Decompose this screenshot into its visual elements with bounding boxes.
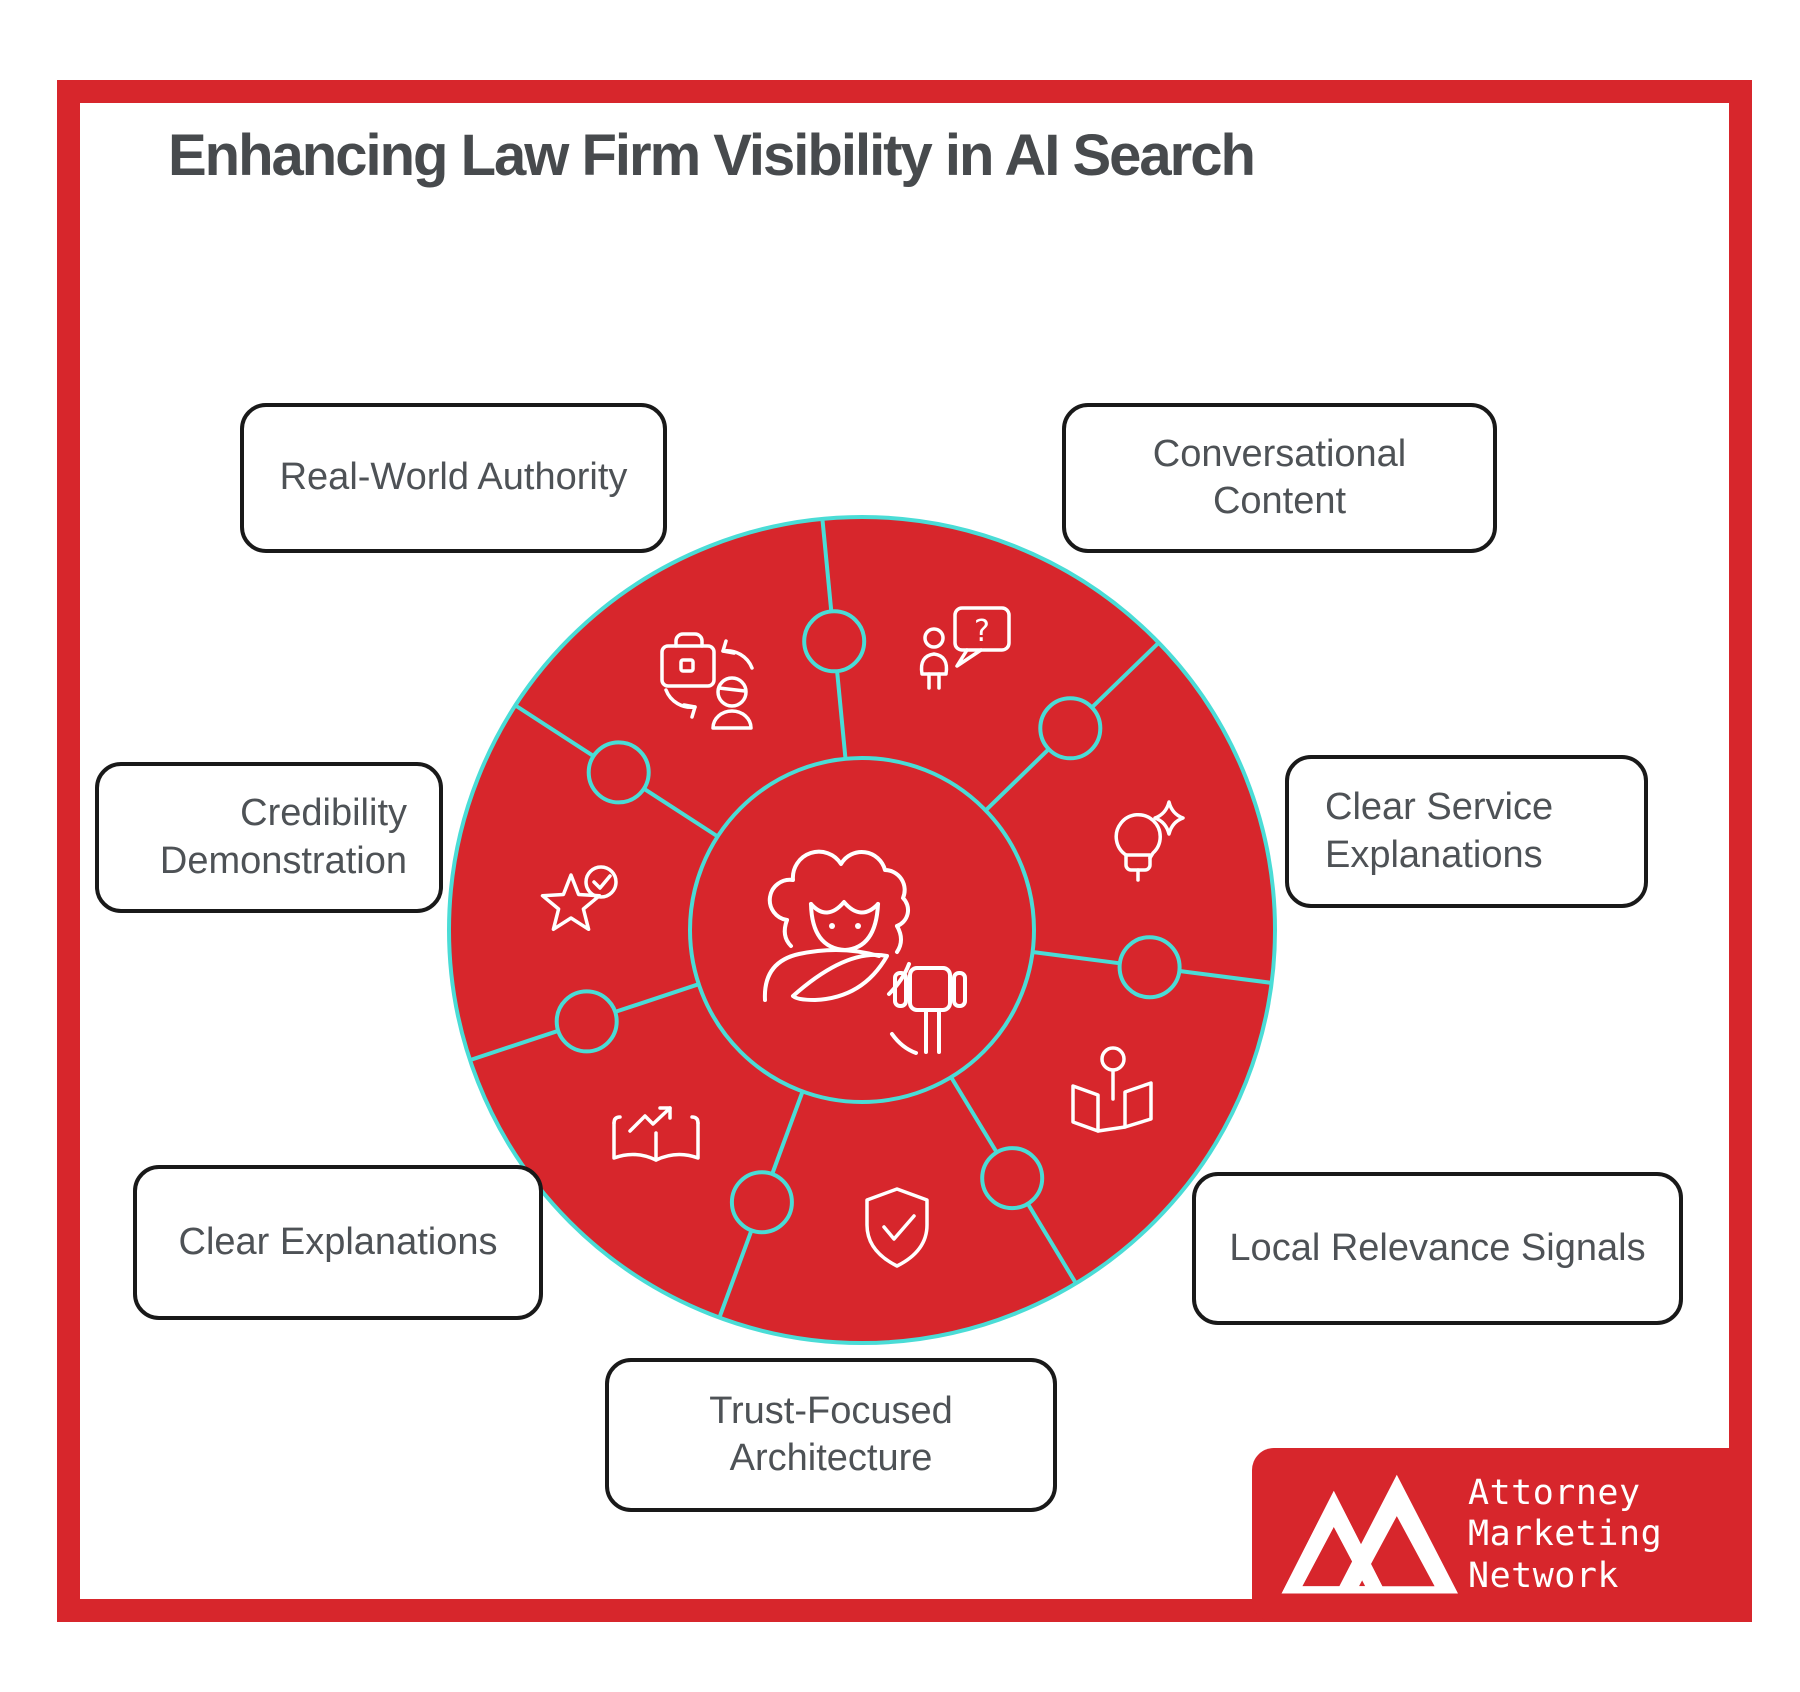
label-text: Trust-Focused Architecture bbox=[709, 1389, 953, 1480]
lightbulb-sparkle-icon bbox=[1114, 800, 1185, 882]
shield-check-icon bbox=[865, 1187, 929, 1268]
puzzle-dividers bbox=[469, 518, 1272, 1319]
label-text: Clear Explanations bbox=[178, 1220, 498, 1263]
question-mark-glyph: ? bbox=[974, 614, 990, 649]
book-growth-icon bbox=[612, 1106, 700, 1162]
label-text: Conversational Content bbox=[1152, 432, 1407, 523]
person-question-bubble-icon: ? bbox=[919, 606, 1011, 690]
label-credibility-demonstration: Credibility Demonstration bbox=[95, 762, 443, 913]
map-pin-icon bbox=[1071, 1046, 1153, 1133]
logo-wordmark: Attorney Marketing Network bbox=[1468, 1473, 1662, 1597]
mountain-logo-icon bbox=[1281, 1474, 1458, 1594]
logo-line-1: Attorney bbox=[1468, 1473, 1641, 1514]
center-hub bbox=[688, 756, 1036, 1104]
label-real-world-authority: Real-World Authority bbox=[240, 403, 667, 553]
lawyer-with-gavel-icon bbox=[762, 849, 967, 1055]
label-conversational-content: Conversational Content bbox=[1062, 403, 1497, 553]
label-clear-explanations: Clear Explanations bbox=[133, 1165, 543, 1320]
label-text: Real-World Authority bbox=[279, 456, 628, 499]
logo-line-3: Network bbox=[1468, 1555, 1620, 1596]
page-title: Enhancing Law Firm Visibility in AI Sear… bbox=[168, 123, 1256, 188]
label-text: Credibility Demonstration bbox=[159, 792, 407, 882]
label-text: Clear Service Explanations bbox=[1325, 786, 1554, 876]
label-local-relevance-signals: Local Relevance Signals bbox=[1192, 1172, 1683, 1325]
logo-line-2: Marketing bbox=[1468, 1514, 1663, 1555]
briefcase-person-exchange-icon bbox=[660, 632, 754, 730]
attorney-marketing-network-logo: Attorney Marketing Network bbox=[1252, 1448, 1752, 1622]
label-clear-service-explanations: Clear Service Explanations bbox=[1285, 755, 1648, 908]
star-check-icon bbox=[540, 865, 618, 932]
label-trust-focused-architecture: Trust-Focused Architecture bbox=[605, 1358, 1057, 1512]
label-text: Local Relevance Signals bbox=[1229, 1226, 1646, 1269]
